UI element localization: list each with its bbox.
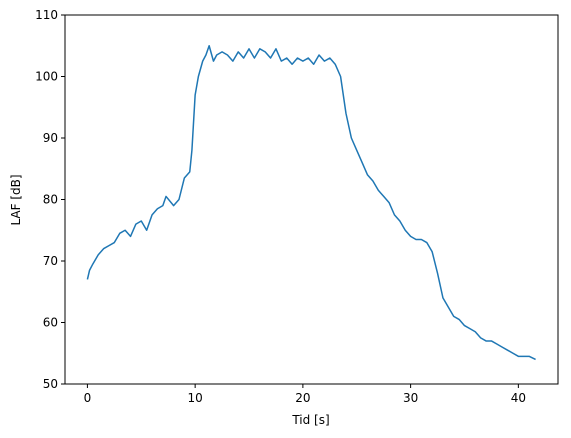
x-tick-label: 20 (295, 391, 310, 405)
y-tick-label: 110 (35, 8, 58, 22)
data-line (86, 45, 536, 361)
x-tick-label: 10 (188, 391, 203, 405)
y-tick-label: 70 (43, 254, 58, 268)
x-tick-label: 0 (84, 391, 92, 405)
y-tick-label: 60 (43, 316, 58, 330)
x-tick-label: 40 (511, 391, 526, 405)
y-tick-label: 80 (43, 193, 58, 207)
x-tick-label: 30 (403, 391, 418, 405)
y-tick-label: 100 (35, 70, 58, 84)
y-axis-label: LAF [dB] (9, 174, 23, 225)
x-axis-label: Tid [s] (291, 413, 329, 427)
plot-frame (64, 14, 559, 385)
y-tick-label: 90 (43, 131, 58, 145)
y-tick-label: 50 (43, 377, 58, 391)
